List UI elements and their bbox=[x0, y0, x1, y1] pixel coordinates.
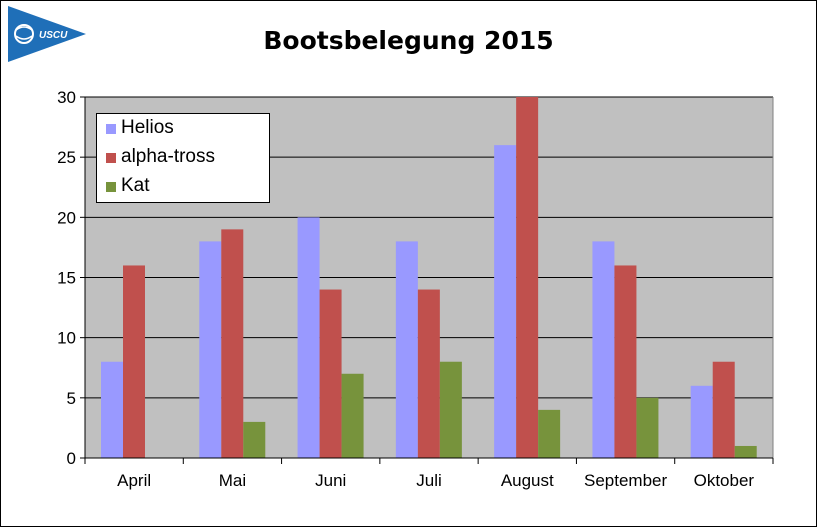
x-tick-label: September bbox=[584, 471, 667, 490]
bar-kat bbox=[439, 361, 462, 458]
x-tick-label: April bbox=[117, 471, 151, 490]
y-tick-label: 5 bbox=[67, 389, 76, 408]
legend-swatch-alpha-tross bbox=[106, 153, 116, 163]
bar-helios bbox=[690, 385, 713, 458]
x-tick-label: Mai bbox=[219, 471, 246, 490]
y-tick-label: 25 bbox=[57, 148, 76, 167]
x-tick-label: August bbox=[501, 471, 554, 490]
bar-alpha-tross bbox=[516, 97, 539, 458]
bar-helios bbox=[494, 145, 517, 458]
x-tick-label: Juni bbox=[315, 471, 346, 490]
x-tick-label: Juli bbox=[416, 471, 442, 490]
bar-helios bbox=[101, 361, 123, 458]
logo-text: USCU bbox=[39, 30, 68, 41]
y-tick-label: 20 bbox=[57, 208, 76, 227]
y-tick-label: 0 bbox=[67, 449, 76, 468]
legend-swatch-helios bbox=[106, 124, 116, 134]
bar-helios bbox=[199, 241, 222, 458]
bar-helios bbox=[592, 241, 615, 458]
bar-alpha-tross bbox=[417, 289, 440, 458]
bar-alpha-tross bbox=[123, 265, 145, 458]
bar-alpha-tross bbox=[614, 265, 637, 458]
bar-alpha-tross bbox=[712, 361, 735, 458]
y-tick-label: 10 bbox=[57, 329, 76, 348]
y-tick-label: 30 bbox=[57, 88, 76, 107]
bar-kat bbox=[636, 397, 659, 458]
bar-kat bbox=[538, 409, 561, 458]
legend-label-kat: Kat bbox=[121, 175, 150, 196]
bar-helios bbox=[297, 217, 320, 458]
bar-alpha-tross bbox=[221, 229, 244, 458]
uscu-logo-icon: USCU bbox=[8, 6, 86, 62]
legend-item-helios: Helios bbox=[106, 117, 174, 141]
chart-title: Bootsbelegung 2015 bbox=[263, 26, 554, 55]
bar-kat bbox=[243, 421, 266, 458]
legend-label-alpha-tross: alpha-tross bbox=[121, 146, 215, 167]
legend-label-helios: Helios bbox=[121, 117, 174, 138]
x-tick-label: Oktober bbox=[694, 471, 755, 490]
bar-alpha-tross bbox=[319, 289, 342, 458]
y-tick-label: 15 bbox=[57, 269, 76, 288]
bar-kat bbox=[734, 445, 757, 458]
bar-helios bbox=[395, 241, 418, 458]
bar-kat bbox=[341, 373, 364, 458]
chart-legend: Helios alpha-tross Kat bbox=[96, 113, 270, 203]
legend-swatch-kat bbox=[106, 182, 116, 192]
legend-item-kat: Kat bbox=[106, 175, 150, 199]
legend-item-alpha-tross: alpha-tross bbox=[106, 146, 215, 170]
